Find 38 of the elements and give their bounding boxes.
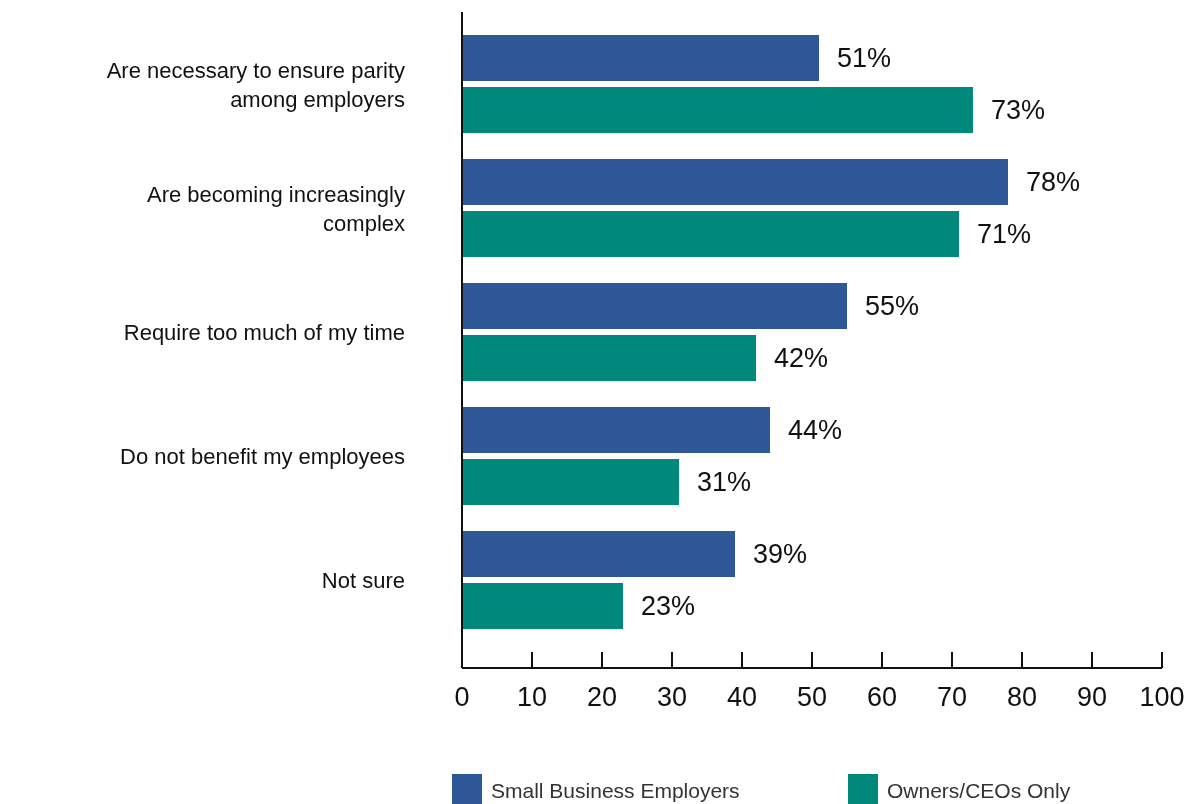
x-tick-label: 50 — [796, 682, 828, 713]
bar — [462, 531, 735, 577]
y-tick-label: Do not benefit my employees — [120, 443, 405, 469]
x-tick-label: 10 — [516, 682, 548, 713]
data-label: 31% — [697, 467, 752, 498]
y-tick-label: Not sure — [321, 567, 405, 593]
y-tick-label: Are becoming increasingly complex — [146, 181, 405, 236]
y-tick-label: Require too much of my time — [123, 319, 405, 345]
bar — [462, 159, 1008, 205]
x-tick-label: 100 — [1139, 682, 1185, 713]
data-label: 73% — [991, 95, 1046, 126]
bar — [462, 459, 679, 505]
bar — [462, 283, 847, 329]
legend-label: Owners/CEOs Only — [887, 779, 1071, 803]
bar — [462, 35, 819, 81]
x-tick-label: 90 — [1076, 682, 1108, 713]
data-label: 51% — [837, 43, 892, 74]
data-label: 71% — [977, 219, 1032, 250]
data-label: 42% — [774, 343, 829, 374]
data-label: 23% — [641, 591, 696, 622]
bar — [462, 583, 623, 629]
bar — [462, 87, 973, 133]
x-tick-label: 70 — [936, 682, 968, 713]
data-label: 39% — [753, 539, 808, 570]
bar — [462, 407, 770, 453]
data-label: 55% — [865, 291, 920, 322]
x-tick-label: 20 — [586, 682, 618, 713]
x-tick-label: 40 — [726, 682, 758, 713]
x-tick-label: 80 — [1006, 682, 1038, 713]
bar — [462, 335, 756, 381]
x-tick-label: 0 — [454, 682, 470, 713]
bar — [462, 211, 959, 257]
legend-label: Small Business Employers — [491, 779, 740, 803]
x-tick-label: 60 — [866, 682, 898, 713]
data-label: 44% — [788, 415, 843, 446]
y-tick-label: Are necessary to ensure parity among employers — [106, 57, 405, 112]
x-tick-label: 30 — [656, 682, 688, 713]
data-label: 78% — [1026, 167, 1081, 198]
